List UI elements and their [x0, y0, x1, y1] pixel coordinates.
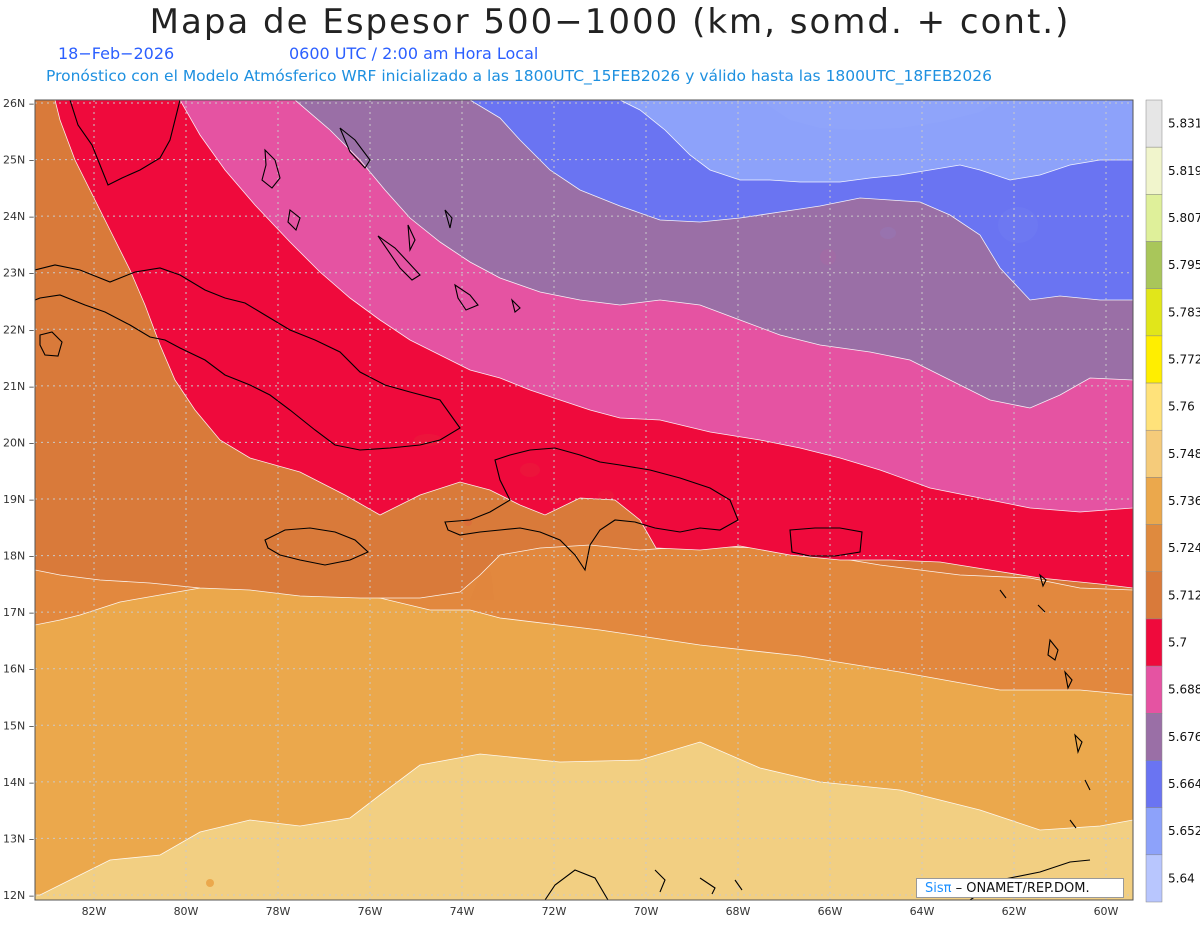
latitude-label: 23N –	[3, 267, 34, 280]
blob-orange-7	[206, 879, 214, 887]
latitude-labels: 26N – 25N – 24N – 23N – 22N – 21N – 20N – 19N –…	[3, 97, 34, 902]
colorbar-label: 5.831	[1168, 117, 1200, 131]
colorbar-label: 5.783	[1168, 305, 1200, 319]
colorbar-label: 5.688	[1168, 683, 1200, 697]
credit-org: – ONAMET/REP.DOM.	[955, 881, 1090, 896]
longitude-label: 80W	[174, 905, 199, 918]
latitude-label: 16N –	[3, 663, 34, 676]
bahamas-island-4	[407, 224, 416, 253]
jamaica-coast	[264, 527, 369, 566]
longitude-label: 76W	[358, 905, 383, 918]
bahamas-island-2	[377, 235, 421, 281]
colorbar: 5.831 5.819 5.807 5.795 5.783 5.772 5.76 5.748 5…	[1145, 99, 1200, 903]
hispaniola-coast	[444, 447, 739, 572]
latitude-label: 19N –	[3, 493, 34, 506]
latitude-label: 13N –	[3, 832, 34, 845]
forecast-time: 0600 UTC / 2:00 am Hora Local	[289, 44, 539, 63]
colorbar-swatch	[1145, 713, 1163, 761]
longitude-label: 66W	[818, 905, 843, 918]
credit-box: Sisπ – ONAMET/REP.DOM.	[916, 878, 1124, 898]
colorbar-swatch	[1145, 854, 1163, 903]
longitude-label: 60W	[1094, 905, 1119, 918]
blob-yellow-2	[174, 874, 186, 890]
colorbar-swatch	[1145, 665, 1163, 714]
colorbar-label: 5.64	[1168, 871, 1195, 885]
colorbar-swatch	[1145, 807, 1163, 856]
latitude-label: 17N –	[3, 606, 34, 619]
colorbar-swatch	[1145, 524, 1163, 573]
colorbar-swatch	[1145, 477, 1163, 525]
cuba-coast	[35, 264, 461, 451]
colorbar-swatch	[1145, 571, 1163, 620]
map-title: Mapa de Espesor 500−1000 (km, somd. + co…	[149, 2, 1071, 42]
colorbar-label: 5.748	[1168, 447, 1200, 461]
colorbar-label: 5.795	[1168, 258, 1200, 272]
bahamas-island-1	[287, 208, 301, 232]
longitude-label: 68W	[726, 905, 751, 918]
latitude-label: 12N –	[3, 889, 34, 902]
latitude-label: 22N –	[3, 323, 34, 336]
plot-frame	[34, 99, 1134, 901]
longitude-label: 78W	[266, 905, 291, 918]
colorbar-label: 5.7	[1168, 636, 1187, 650]
latitude-label: 18N –	[3, 550, 34, 563]
lesser-antilles-coast	[999, 573, 1091, 829]
latitude-label: 20N –	[3, 436, 34, 449]
colorbar-label: 5.772	[1168, 352, 1200, 366]
blob-yellow	[540, 869, 600, 900]
graticule	[35, 100, 1133, 900]
bahamas-island-3	[454, 283, 479, 311]
credit-brand: Sisπ	[925, 881, 952, 896]
colorbar-swatch	[1145, 241, 1163, 289]
longitude-label: 72W	[542, 905, 567, 918]
colorbar-label: 5.676	[1168, 730, 1200, 744]
colorbar-swatch	[1145, 382, 1163, 431]
colorbar-label: 5.736	[1168, 494, 1200, 508]
bahamas-andros	[261, 148, 281, 189]
colorbar-swatch	[1145, 288, 1163, 337]
longitude-labels: 82W 80W 78W 76W 74W 72W 70W 68W 66W 64W 62W 60W	[82, 905, 1119, 918]
latitude-label: 15N –	[3, 719, 34, 732]
colorbar-label: 5.76	[1168, 400, 1195, 414]
longitude-label: 64W	[910, 905, 935, 918]
latitude-label: 21N –	[3, 380, 34, 393]
colorbar-label: 5.724	[1168, 541, 1200, 555]
forecast-date: 18−Feb−2026	[58, 44, 175, 63]
latitude-label: 14N –	[3, 776, 34, 789]
latitude-label: 24N –	[3, 210, 34, 223]
longitude-label: 82W	[82, 905, 107, 918]
isla-juventud-coast	[39, 331, 63, 357]
longitude-label: 62W	[1002, 905, 1027, 918]
colorbar-label: 5.819	[1168, 164, 1200, 178]
longitude-label: 70W	[634, 905, 659, 918]
coastlines	[35, 100, 1091, 900]
colorbar-swatch	[1145, 618, 1163, 667]
colorbar-swatch	[1145, 335, 1163, 384]
colorbar-label: 5.652	[1168, 824, 1200, 838]
florida-coast	[69, 100, 181, 186]
model-description: Pronóstico con el Modelo Atmósferico WRF…	[46, 67, 992, 85]
colorbar-swatch	[1145, 760, 1163, 808]
colorbar-swatch	[1145, 429, 1163, 478]
colorbar-swatch	[1145, 99, 1163, 148]
south-america-coast	[544, 859, 1091, 900]
colorbar-label: 5.712	[1168, 588, 1200, 602]
bahamas-abaco	[339, 127, 371, 169]
colorbar-swatch	[1145, 146, 1163, 195]
colorbar-label: 5.664	[1168, 777, 1200, 791]
longitude-label: 74W	[450, 905, 475, 918]
colorbar-label: 5.807	[1168, 211, 1200, 225]
bahamas-island-5	[444, 209, 453, 229]
latitude-label: 25N –	[3, 154, 34, 167]
latitude-label: 26N –	[3, 97, 34, 110]
colorbar-swatch	[1145, 194, 1163, 242]
puerto-rico-coast	[789, 527, 863, 557]
bahamas-island-6	[510, 298, 521, 313]
